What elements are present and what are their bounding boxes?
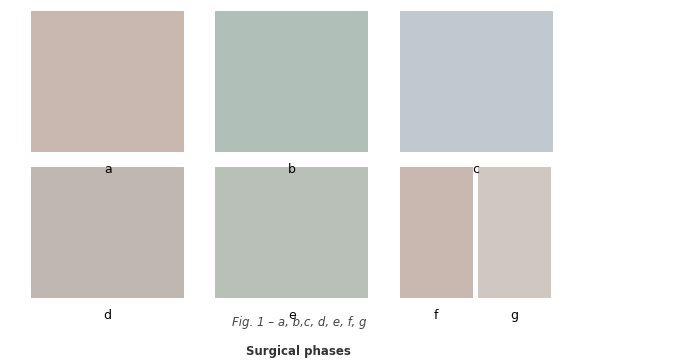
- Bar: [31, 167, 184, 298]
- Text: f: f: [434, 309, 439, 322]
- Bar: [31, 11, 184, 152]
- Text: a: a: [104, 163, 112, 176]
- Text: e: e: [288, 309, 296, 322]
- Text: Fig. 1 – a, b,c, d, e, f, g: Fig. 1 – a, b,c, d, e, f, g: [231, 316, 366, 329]
- Bar: [400, 11, 553, 152]
- Text: d: d: [104, 309, 112, 322]
- Bar: [478, 167, 551, 298]
- Text: g: g: [511, 309, 518, 322]
- Text: b: b: [288, 163, 296, 176]
- Text: Surgical phases: Surgical phases: [247, 345, 351, 358]
- Bar: [215, 11, 368, 152]
- Bar: [215, 167, 368, 298]
- Bar: [400, 167, 473, 298]
- Text: c: c: [473, 163, 480, 176]
